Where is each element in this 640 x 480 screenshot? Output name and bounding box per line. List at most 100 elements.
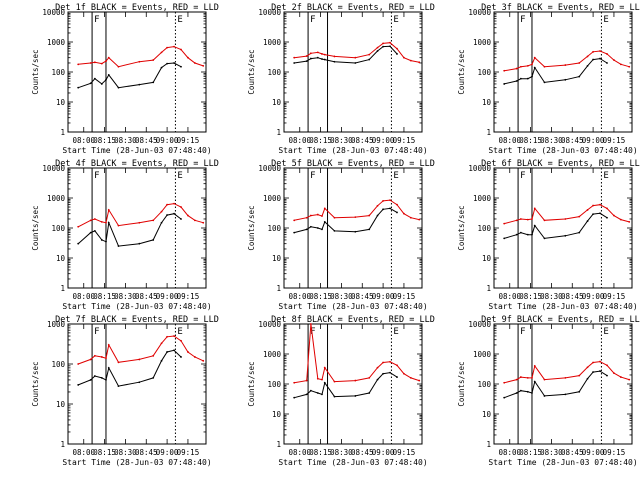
x-tick-label: 08:45 — [135, 136, 158, 145]
data-point — [305, 379, 308, 382]
plot-frame — [283, 11, 423, 133]
data-point — [376, 46, 379, 49]
data-point — [187, 351, 189, 353]
data-point — [152, 354, 155, 357]
time-marker-label: F — [94, 327, 99, 337]
data-point — [138, 242, 141, 245]
data-point — [193, 356, 196, 358]
time-marker-label: E — [177, 15, 182, 25]
plot-frame — [67, 323, 207, 445]
data-point — [586, 209, 589, 211]
data-point — [166, 214, 169, 216]
data-point — [100, 83, 103, 85]
data-point — [309, 389, 312, 392]
panel-title: Det 9f BLACK = Events, RED = LLD — [481, 315, 640, 325]
x-axis-label: Start Time (28-Jun-03 07:48:40) — [278, 302, 427, 311]
y-tick-label: 1000 — [473, 194, 492, 203]
time-marker-label: E — [177, 327, 182, 337]
data-point — [105, 221, 107, 224]
data-point — [564, 234, 567, 237]
data-point — [606, 207, 608, 210]
data-point — [526, 218, 529, 221]
data-point — [323, 366, 326, 369]
data-point — [519, 218, 522, 220]
y-tick-label: 1 — [276, 128, 281, 137]
data-point — [389, 45, 391, 48]
data-point — [396, 364, 398, 367]
data-point — [368, 376, 371, 379]
data-point — [293, 396, 296, 399]
plot-frame — [493, 11, 633, 133]
lightcurve-panel: Det 2f BLACK = Events, RED = LLD 1 10 100 10… — [247, 3, 435, 155]
data-point — [586, 64, 589, 67]
data-point — [543, 237, 546, 240]
data-point — [152, 81, 155, 84]
data-point — [403, 212, 405, 215]
data-point — [578, 62, 581, 64]
data-point — [396, 203, 398, 206]
x-axis-label: Start Time (28-Jun-03 07:48:40) — [62, 146, 211, 155]
y-tick-label: 1000 — [263, 350, 282, 359]
x-tick-label: 08:15 — [309, 448, 332, 457]
y-tick-label: 1000 — [473, 350, 492, 359]
x-tick-label: 08:45 — [561, 292, 584, 301]
data-point — [368, 214, 371, 217]
series-line — [77, 213, 182, 247]
x-axis-label: Start Time (28-Jun-03 07:48:40) — [488, 146, 637, 155]
x-tick-label: 09:15 — [177, 292, 200, 301]
data-point — [166, 351, 169, 353]
data-point — [613, 214, 615, 217]
y-tick-label: 10000 — [258, 320, 281, 329]
y-tick-label: 1000 — [47, 320, 66, 329]
data-point — [293, 381, 296, 384]
data-point — [519, 389, 522, 392]
data-point — [180, 65, 182, 68]
x-tick-label: 08:00 — [72, 136, 95, 145]
data-point — [613, 372, 615, 375]
data-point — [354, 395, 357, 397]
y-tick-label: 10000 — [258, 164, 281, 173]
panel-title: Det 5f BLACK = Events, RED = LLD — [271, 159, 435, 169]
plot-frame — [67, 167, 207, 289]
x-tick-label: 08:45 — [351, 448, 374, 457]
data-point — [564, 376, 567, 379]
data-point — [592, 50, 595, 53]
data-point — [316, 51, 319, 54]
data-point — [368, 228, 371, 231]
data-point — [160, 221, 163, 224]
data-point — [187, 214, 189, 217]
data-point — [107, 209, 110, 211]
data-point — [503, 396, 506, 399]
time-marker-label: E — [603, 327, 608, 337]
y-tick-label: 10 — [272, 98, 282, 107]
time-marker-label: E — [393, 171, 398, 181]
plot-frame — [67, 11, 207, 133]
data-point — [305, 216, 308, 219]
data-point — [180, 48, 182, 51]
data-point — [606, 374, 608, 377]
data-point — [77, 225, 80, 228]
data-point — [333, 230, 336, 232]
data-point — [403, 372, 405, 375]
panel-title: Det 4f BLACK = Events, RED = LLD — [55, 159, 219, 169]
data-point — [105, 60, 107, 63]
y-axis-label: Counts/sec — [247, 49, 256, 94]
plot-frame — [493, 167, 633, 289]
panel-title: Det 7f BLACK = Events, RED = LLD — [55, 315, 219, 325]
data-point — [173, 335, 175, 337]
data-point — [152, 59, 155, 61]
series-line — [77, 203, 204, 228]
data-point — [166, 203, 169, 206]
x-tick-label: 09:15 — [603, 136, 626, 145]
x-tick-label: 09:00 — [372, 136, 395, 145]
plot-frame — [493, 323, 633, 445]
data-point — [409, 376, 412, 379]
series-line — [504, 50, 630, 72]
data-point — [519, 65, 522, 68]
data-point — [515, 80, 518, 82]
data-point — [599, 212, 601, 215]
data-point — [599, 370, 601, 372]
data-point — [333, 380, 336, 383]
data-point — [321, 228, 323, 231]
x-tick-label: 08:15 — [309, 136, 332, 145]
